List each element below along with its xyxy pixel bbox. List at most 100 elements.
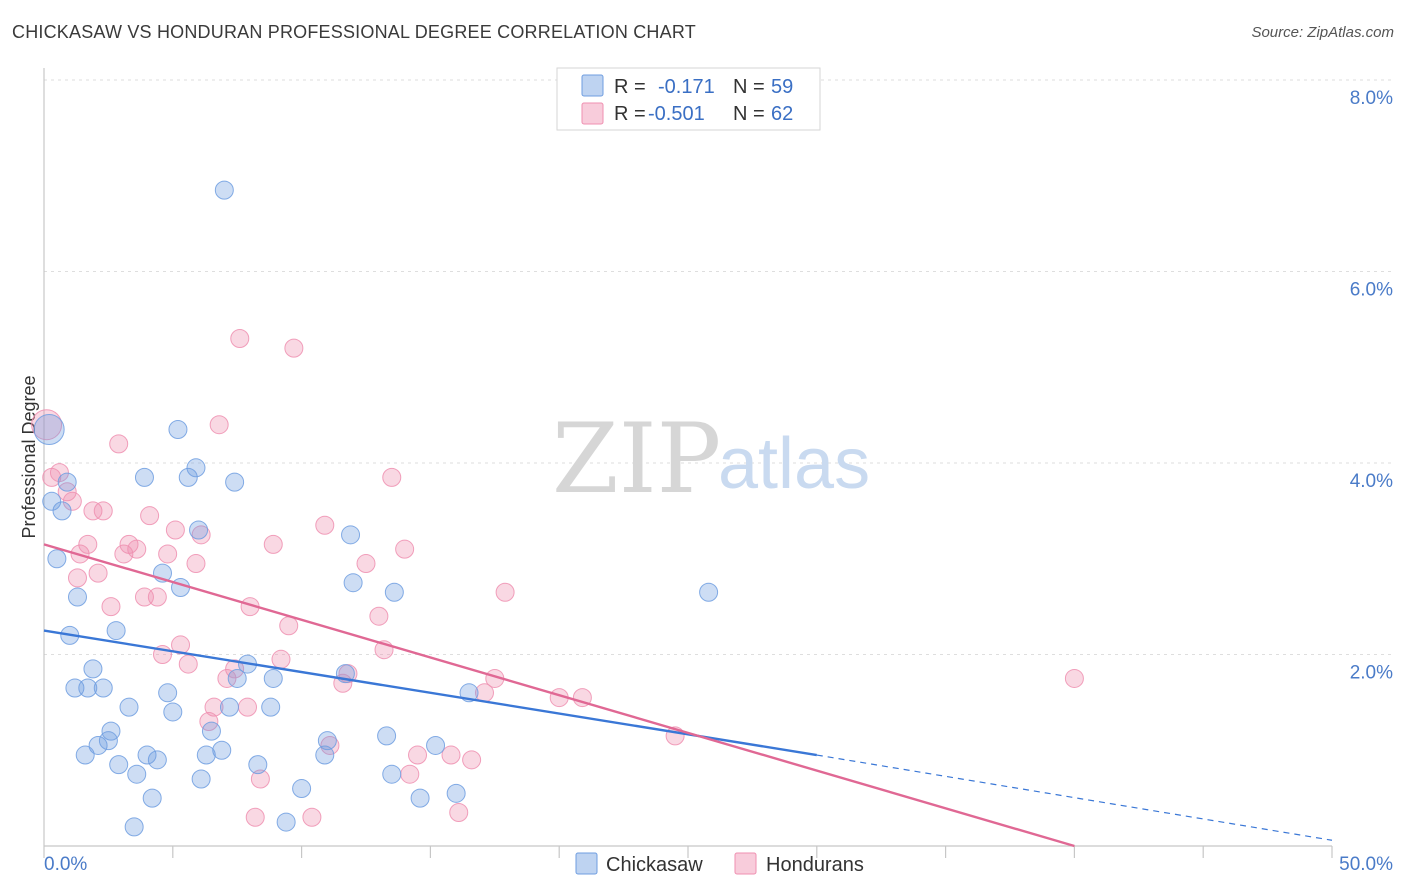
point-hondurans-29 (217, 668, 237, 688)
point-chickasaw-47 (317, 731, 337, 751)
point-hondurans-23 (178, 654, 198, 674)
point-hondurans-13 (114, 544, 134, 564)
point-chickasaw-18 (124, 817, 144, 837)
bottom-legend-swatch-hondurans (734, 852, 757, 875)
point-hondurans-45 (356, 554, 376, 574)
point-chickasaw-17 (119, 697, 139, 717)
point-hondurans-54 (462, 750, 482, 770)
point-hondurans-7 (78, 534, 98, 554)
legend-r-value-chickasaw: -0.171 (658, 76, 715, 98)
point-hondurans-27 (204, 697, 224, 717)
point-chickasaw-22 (142, 788, 162, 808)
point-hondurans-53 (449, 802, 469, 822)
point-chickasaw-26 (163, 702, 183, 722)
point-chickasaw-15 (106, 621, 126, 641)
point-hondurans-37 (271, 649, 291, 669)
point-hondurans-48 (382, 467, 402, 487)
point-chickasaw-33 (196, 745, 216, 765)
bottom-legend: Chickasaw Hondurans (575, 852, 864, 876)
point-hondurans-3 (57, 482, 77, 502)
legend-swatch-chickasaw (581, 74, 604, 97)
point-chickasaw-2 (47, 549, 67, 569)
bottom-legend-hondurans: Hondurans (766, 854, 864, 876)
bottom-legend-chickasaw: Chickasaw (606, 854, 703, 876)
point-hondurans-57 (495, 582, 515, 602)
point-chickasaw-37 (219, 697, 239, 717)
point-chickasaw-12 (93, 678, 113, 698)
point-hondurans-15 (127, 539, 147, 559)
point-chickasaw-21 (137, 745, 157, 765)
chart-source: Source: ZipAtlas.com (1251, 24, 1394, 41)
watermark-atlas: atlas (718, 424, 870, 504)
x-ticks (43, 846, 1333, 858)
legend-n-label-chickasaw: N = (733, 76, 765, 98)
point-chickasaw-9 (78, 678, 98, 698)
legend-r-label-hondurans: R = (614, 103, 646, 125)
bottom-legend-swatch-chickasaw (575, 852, 598, 875)
point-chickasaw-16 (109, 755, 129, 775)
legend-n-value-chickasaw: 59 (771, 76, 793, 98)
point-chickasaw-36 (214, 180, 234, 200)
point-hondurans-16 (134, 587, 154, 607)
point-chickasaw-14 (101, 721, 121, 741)
point-hondurans-35 (250, 769, 270, 789)
point-chickasaw-25 (158, 683, 178, 703)
point-chickasaw-3 (52, 501, 72, 521)
y-tick-label-2: 2.0% (1350, 663, 1393, 684)
point-hondurans-61 (1064, 668, 1084, 688)
point-chickasaw-28 (171, 577, 191, 597)
point-hondurans-10 (93, 501, 113, 521)
point-chickasaw-34 (201, 721, 221, 741)
y-tick-labels: 2.0% 4.0% 6.0% 8.0% (1350, 88, 1393, 684)
point-chickasaw-38 (225, 472, 245, 492)
point-hondurans-4 (62, 491, 82, 511)
point-hondurans-41 (315, 515, 335, 535)
point-hondurans-11 (101, 597, 121, 617)
point-hondurans-52 (441, 745, 461, 765)
series-chickasaw-points (33, 180, 719, 837)
trend-line-hondurans (43, 543, 1075, 848)
point-chickasaw-23 (147, 750, 167, 770)
point-chickasaw-43 (263, 668, 283, 688)
legend-box (556, 67, 821, 131)
point-chickasaw-11 (88, 735, 108, 755)
point-chickasaw-55 (426, 735, 446, 755)
point-chickasaw-29 (178, 467, 198, 487)
trend-line-chickasaw-extension (816, 754, 1333, 841)
point-chickasaw-10 (83, 659, 103, 679)
point-chickasaw-31 (189, 520, 209, 540)
watermark-zip: ZIP (552, 403, 721, 515)
point-hondurans-0 (31, 409, 63, 441)
point-chickasaw-39 (227, 668, 247, 688)
point-hondurans-36 (263, 534, 283, 554)
point-chickasaw-27 (168, 419, 188, 439)
point-hondurans-39 (284, 338, 304, 358)
point-hondurans-51 (408, 745, 428, 765)
point-hondurans-46 (369, 606, 389, 626)
point-chickasaw-45 (292, 779, 312, 799)
point-chickasaw-53 (384, 582, 404, 602)
legend: R = -0.171 N = 59 R = -0.501 N = 62 (556, 67, 821, 131)
point-chickasaw-50 (343, 573, 363, 593)
y-axis-label: Professional Degree (19, 375, 39, 538)
x-tick-label-min: 0.0% (44, 854, 87, 875)
point-hondurans-21 (165, 520, 185, 540)
point-hondurans-9 (88, 563, 108, 583)
point-chickasaw-49 (341, 525, 361, 545)
point-chickasaw-1 (42, 491, 62, 511)
trend-lines (43, 543, 1333, 848)
point-hondurans-12 (109, 434, 129, 454)
legend-swatch-hondurans (581, 102, 604, 125)
point-hondurans-20 (158, 544, 178, 564)
point-chickasaw-56 (446, 783, 466, 803)
point-hondurans-17 (140, 506, 160, 526)
y-tick-label-4: 4.0% (1350, 471, 1393, 492)
point-hondurans-8 (83, 501, 103, 521)
point-hondurans-49 (395, 539, 415, 559)
point-hondurans-32 (238, 697, 258, 717)
point-chickasaw-46 (315, 745, 335, 765)
point-chickasaw-0 (33, 413, 65, 445)
point-chickasaw-44 (276, 812, 296, 832)
point-hondurans-38 (279, 616, 299, 636)
